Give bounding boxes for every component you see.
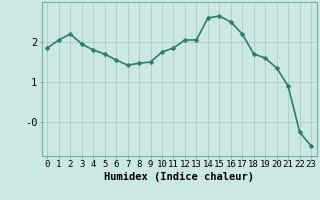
X-axis label: Humidex (Indice chaleur): Humidex (Indice chaleur) <box>104 172 254 182</box>
